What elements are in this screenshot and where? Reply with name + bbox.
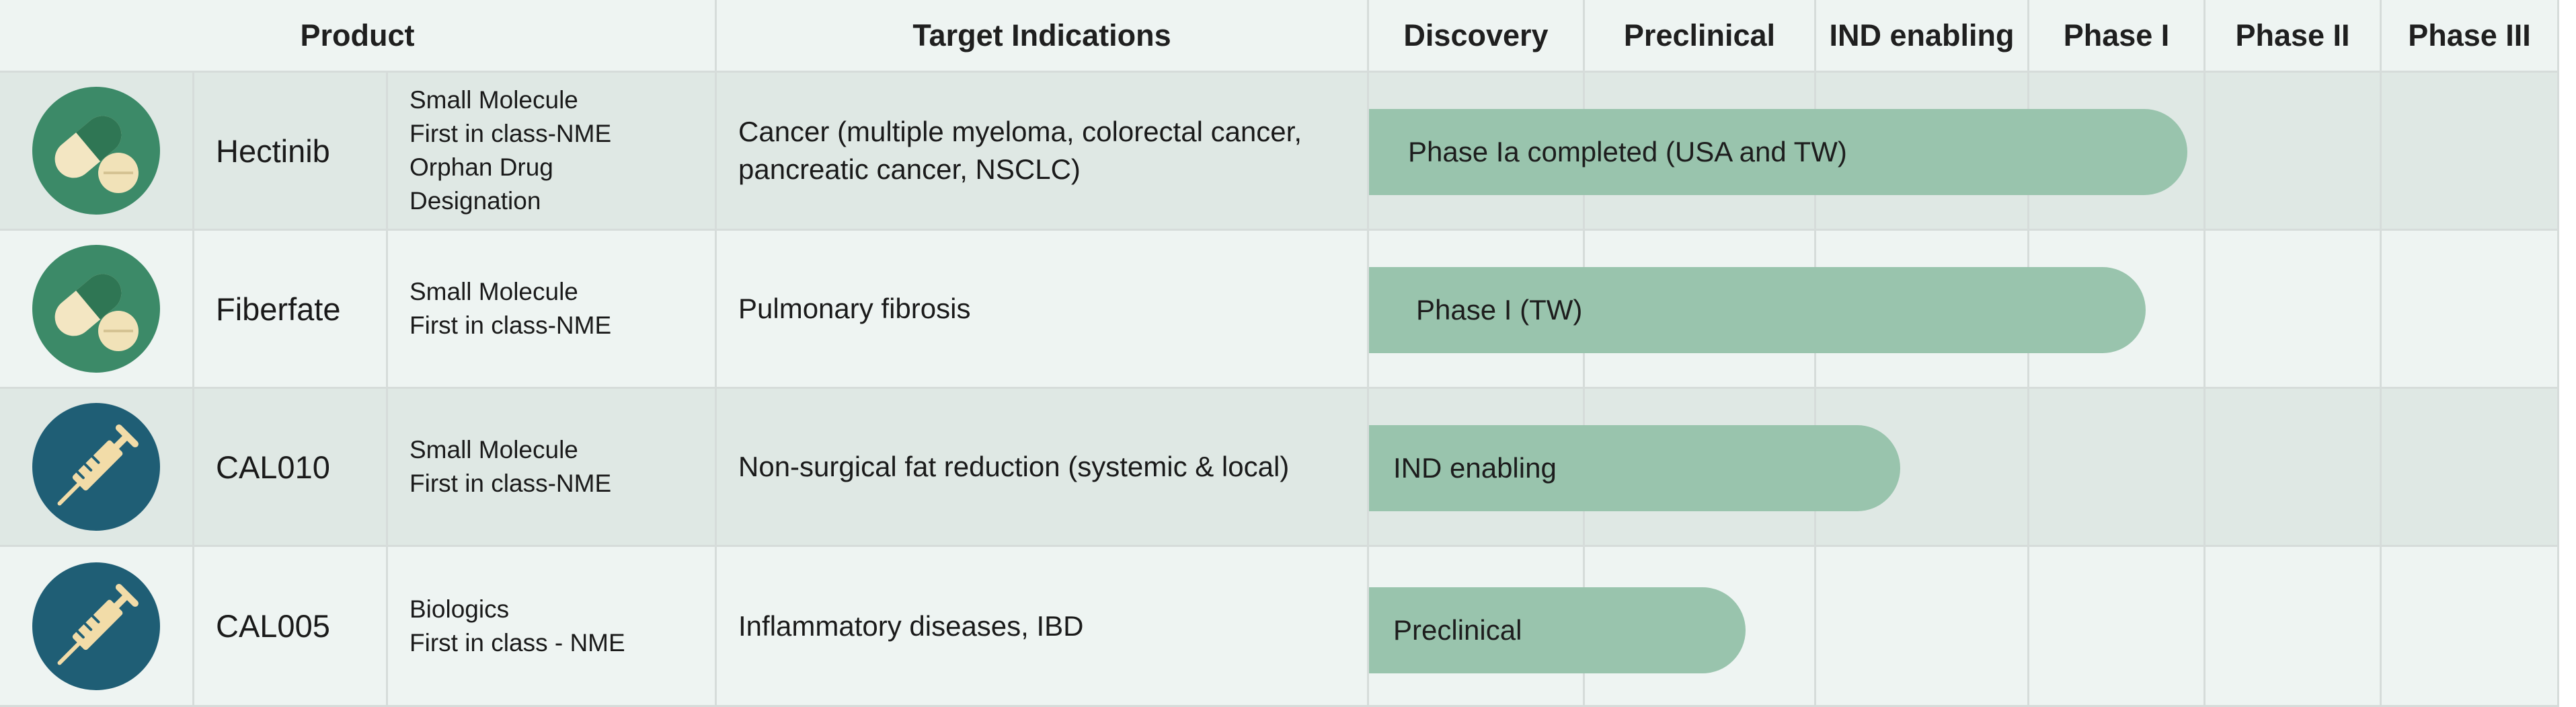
product-type: Small Molecule First in class-NME [388,231,717,389]
product-type-line: Orphan Drug [409,153,553,181]
product-type-line: First in class - NME [409,628,625,657]
product-name: Fiberfate [194,231,388,389]
syringe-icon [32,403,160,531]
target-indication: Pulmonary fibrosis [717,231,1369,389]
header-phase-1: Phase I [2029,0,2206,73]
product-type-line: First in class-NME [409,470,612,497]
progress-bar-fiberfate: Phase I (TW) [1369,267,2146,353]
product-type-line: Small Molecule [409,436,578,463]
progress-bar-label: IND enabling [1393,452,1557,484]
target-indication: Non-surgical fat reduction (systemic & l… [717,389,1369,547]
product-type: Biologics First in class - NME [388,547,717,707]
syringe-icon [32,562,160,690]
phase-cell [2382,73,2559,231]
product-type-line: Designation [409,187,541,215]
header-ind-enabling: IND enabling [1816,0,2029,73]
product-type-line: Small Molecule [409,278,578,305]
header-discovery: Discovery [1369,0,1585,73]
phase-cell [2206,389,2382,547]
pill-icon [32,87,160,215]
header-product: Product [0,0,717,73]
product-icon-cell [0,73,194,231]
progress-bar-hectinib: Phase Ia completed (USA and TW) [1369,109,2187,195]
product-type-line: First in class-NME [409,311,612,339]
header-target-indications: Target Indications [717,0,1369,73]
phase-cell [2206,231,2382,389]
product-name: CAL005 [194,547,388,707]
pill-icon [32,245,160,373]
target-indication: Inflammatory diseases, IBD [717,547,1369,707]
product-type: Small Molecule First in class-NME Orphan… [388,73,717,231]
product-icon-cell [0,547,194,707]
phase-cell [2206,547,2382,707]
phase-cell [2382,547,2559,707]
phase-cell [2382,231,2559,389]
product-icon-cell [0,231,194,389]
progress-bar-cal005: Preclinical [1369,587,1746,673]
phase-cell [2382,389,2559,547]
target-indication: Cancer (multiple myeloma, colorectal can… [717,73,1369,231]
progress-bar-label: Phase I (TW) [1416,294,1583,326]
header-phase-3: Phase III [2382,0,2559,73]
product-name: Hectinib [194,73,388,231]
progress-bar-label: Phase Ia completed (USA and TW) [1408,136,1847,168]
header-phase-2: Phase II [2206,0,2382,73]
product-type: Small Molecule First in class-NME [388,389,717,547]
product-type-line: First in class-NME [409,120,612,147]
product-icon-cell [0,389,194,547]
progress-bar-label: Preclinical [1393,614,1522,646]
product-type-line: Small Molecule [409,86,578,114]
product-name: CAL010 [194,389,388,547]
phase-cell [2206,73,2382,231]
progress-bar-cal010: IND enabling [1369,425,1900,511]
header-preclinical: Preclinical [1585,0,1816,73]
phase-cell [2029,547,2206,707]
phase-cell [2029,389,2206,547]
phase-cell [1816,547,2029,707]
product-type-line: Biologics [409,595,510,623]
